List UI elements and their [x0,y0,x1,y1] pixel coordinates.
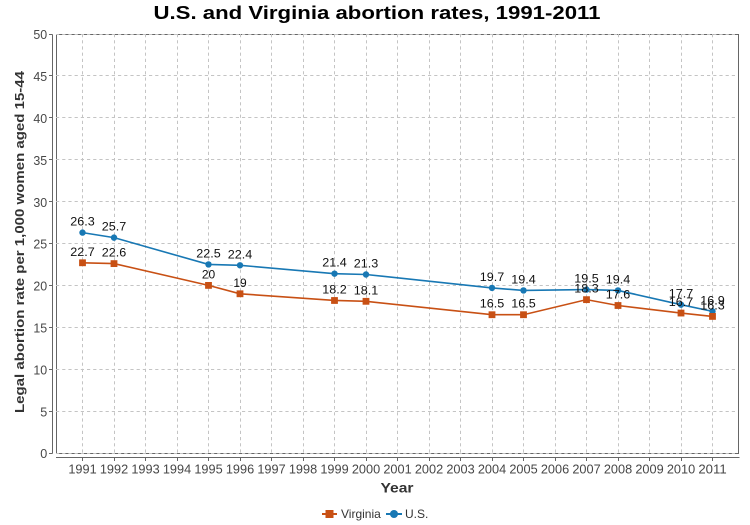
svg-text:2005: 2005 [509,461,537,476]
svg-text:U.S.: U.S. [405,507,428,521]
svg-text:22.4: 22.4 [228,247,253,261]
svg-text:30: 30 [33,195,47,210]
svg-text:1994: 1994 [163,461,191,476]
svg-text:1993: 1993 [131,461,159,476]
svg-text:40: 40 [33,111,47,126]
svg-text:2002: 2002 [415,461,443,476]
svg-text:35: 35 [33,153,47,168]
svg-text:Virginia: Virginia [341,507,381,521]
svg-text:16.9: 16.9 [700,293,725,307]
svg-text:2000: 2000 [352,461,380,476]
svg-text:19.5: 19.5 [574,272,599,286]
svg-text:19.4: 19.4 [606,272,631,286]
svg-text:21.4: 21.4 [322,256,347,270]
svg-text:15: 15 [33,321,47,336]
svg-text:20: 20 [33,279,47,294]
svg-text:10: 10 [33,362,47,377]
svg-text:2007: 2007 [572,461,600,476]
svg-text:18.1: 18.1 [354,283,379,297]
svg-text:2003: 2003 [446,461,474,476]
svg-text:19.4: 19.4 [511,272,536,286]
svg-text:21.3: 21.3 [354,257,379,271]
svg-text:1997: 1997 [257,461,285,476]
svg-text:Legal abortion rate per 1,000: Legal abortion rate per 1,000 women aged… [12,70,27,413]
svg-text:22.6: 22.6 [102,246,127,260]
svg-text:1992: 1992 [100,461,128,476]
svg-text:1995: 1995 [194,461,222,476]
svg-text:26.3: 26.3 [70,215,95,229]
svg-text:25.7: 25.7 [102,220,127,234]
svg-text:2006: 2006 [541,461,569,476]
svg-text:2011: 2011 [698,461,726,476]
svg-text:0: 0 [40,446,47,461]
svg-text:18.3: 18.3 [574,282,599,296]
svg-text:2009: 2009 [635,461,663,476]
svg-text:1991: 1991 [68,461,96,476]
svg-text:2010: 2010 [667,461,695,476]
svg-text:16.3: 16.3 [700,298,725,312]
svg-text:16.7: 16.7 [669,295,694,309]
svg-text:1999: 1999 [320,461,348,476]
svg-text:2001: 2001 [383,461,411,476]
svg-text:Year: Year [381,480,415,496]
svg-text:20: 20 [202,267,216,281]
svg-text:19.7: 19.7 [480,270,505,284]
svg-text:2008: 2008 [604,461,632,476]
svg-text:45: 45 [33,69,47,84]
svg-text:U.S. and Virginia abortion rat: U.S. and Virginia abortion rates, 1991-2… [154,2,601,23]
svg-text:2004: 2004 [478,461,506,476]
svg-text:25: 25 [33,237,47,252]
svg-text:22.5: 22.5 [196,246,221,260]
svg-text:17.7: 17.7 [669,287,694,301]
svg-text:5: 5 [40,404,47,419]
svg-text:17.6: 17.6 [606,288,631,302]
svg-text:16.5: 16.5 [480,297,505,311]
svg-text:16.5: 16.5 [511,297,536,311]
svg-text:22.7: 22.7 [70,245,95,259]
svg-text:19: 19 [233,276,247,290]
svg-text:1998: 1998 [289,461,317,476]
svg-text:18.2: 18.2 [322,282,347,296]
svg-text:1996: 1996 [226,461,254,476]
svg-text:50: 50 [33,27,47,42]
